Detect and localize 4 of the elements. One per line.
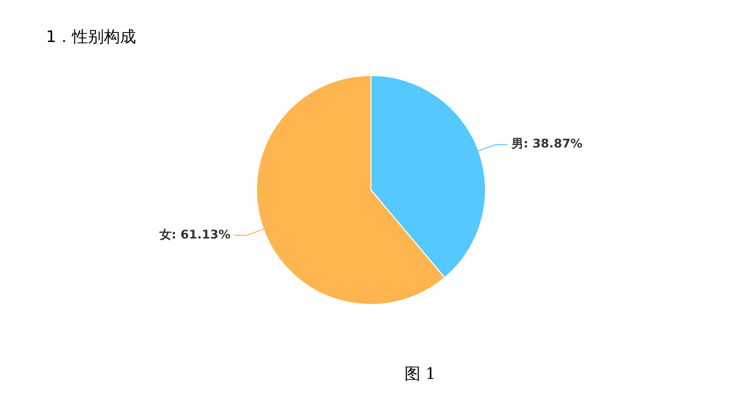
chart-title: 1．性别构成 (46, 27, 136, 46)
caption: 图 1 (404, 364, 436, 384)
slice-label: 男: 38.87% (510, 136, 582, 151)
slice-label: 女: 61.13% (158, 228, 231, 242)
